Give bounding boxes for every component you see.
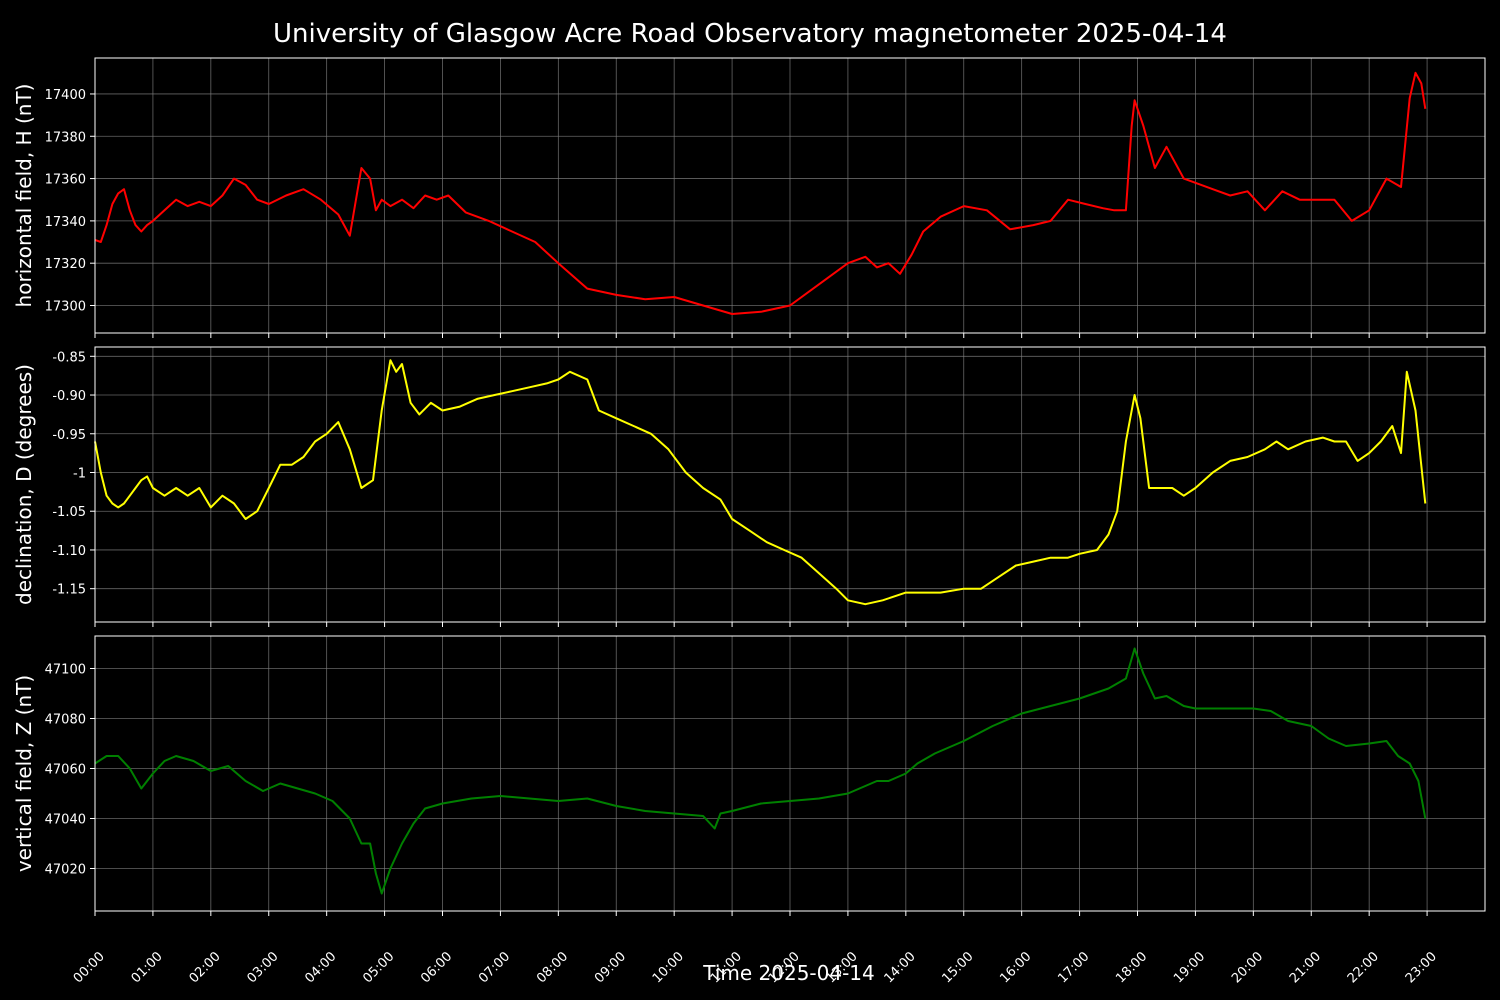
y-tick-label: 47080 bbox=[45, 713, 86, 728]
series-line-1 bbox=[94, 71, 1427, 315]
y-tick-label: -1 bbox=[73, 466, 86, 481]
y-tick-label: 47020 bbox=[45, 863, 86, 878]
y-tick-label: -0.90 bbox=[52, 389, 86, 404]
y-tick-label: 47060 bbox=[45, 763, 86, 778]
panel-2: -1.15 -1.10 -1.05 -1 -0.95 -0.90 -0.85 declinat… bbox=[12, 346, 1486, 627]
y-tick-label: 17300 bbox=[45, 300, 86, 315]
x-axis-label: Time 2025-04-14 bbox=[702, 961, 875, 985]
y-tick-label: 17400 bbox=[45, 88, 86, 103]
panel-1: 17300 17320 17340 17360 17380 17400 horizontal… bbox=[12, 57, 1486, 338]
y-tick-label: -1.05 bbox=[52, 505, 86, 520]
y-tick-label: -1.10 bbox=[52, 544, 86, 559]
panel-3: 47020 47040 47060 47080 47100 vertical field,… bbox=[12, 635, 1486, 916]
y-tick-label: -0.95 bbox=[52, 428, 86, 443]
y-axis-label: vertical field, Z (nT) bbox=[12, 675, 36, 872]
chart-title: University of Glasgow Acre Road Observat… bbox=[273, 19, 1227, 49]
series-line-3 bbox=[94, 647, 1427, 895]
y-tick-label: -0.85 bbox=[52, 350, 86, 365]
y-tick-label: 17320 bbox=[45, 257, 86, 272]
y-tick-label: 17340 bbox=[45, 215, 86, 230]
series-line-2 bbox=[94, 359, 1427, 606]
y-tick-label: -1.15 bbox=[52, 583, 86, 598]
y-tick-label: 17360 bbox=[45, 173, 86, 188]
y-axis-label: declination, D (degrees) bbox=[12, 364, 36, 605]
y-tick-label: 47100 bbox=[45, 663, 86, 678]
y-tick-label: 47040 bbox=[45, 813, 86, 828]
y-tick-label: 17380 bbox=[45, 130, 86, 145]
y-axis-label: horizontal field, H (nT) bbox=[12, 84, 36, 308]
